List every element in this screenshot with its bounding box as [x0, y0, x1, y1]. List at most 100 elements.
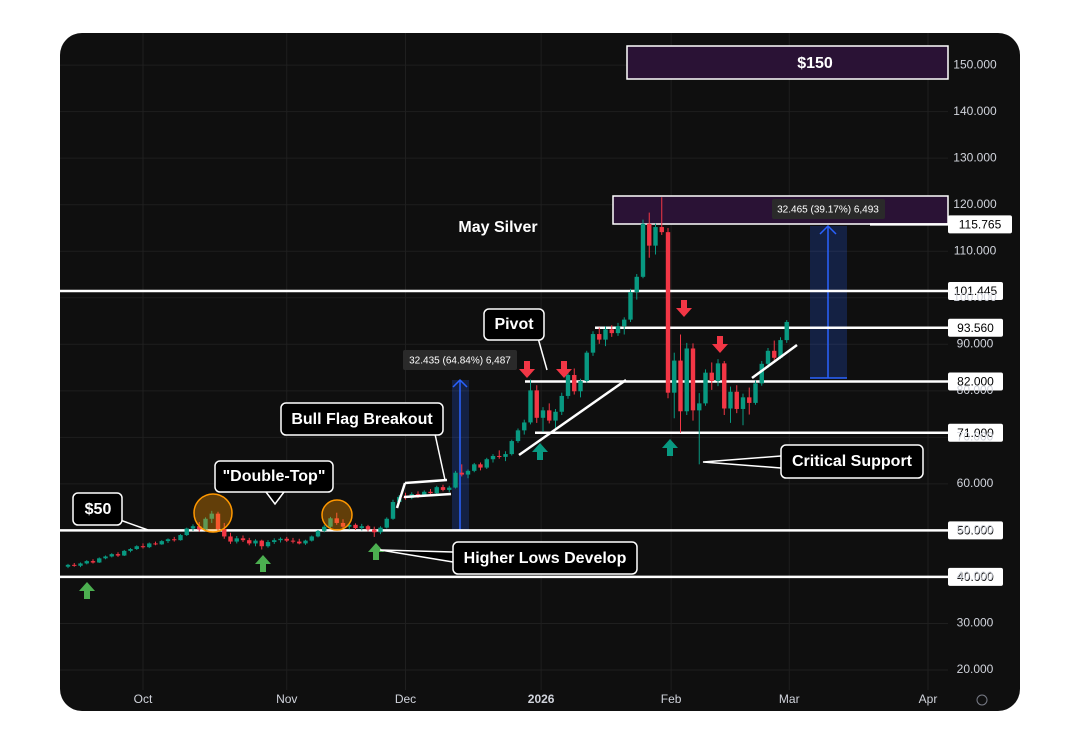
candle-body: [90, 561, 96, 563]
candle-body: [190, 526, 196, 529]
candles: [65, 197, 789, 569]
annotation: "Double-Top": [223, 468, 326, 485]
x-tick-label: 2026: [528, 692, 555, 706]
level-label-box: [948, 521, 1003, 540]
candle-body: [103, 556, 108, 559]
candle-body: [447, 487, 452, 490]
candle-body: [734, 391, 739, 409]
candle-body: [109, 554, 114, 557]
annotation: Critical Support: [792, 453, 913, 470]
x-tick-label: Apr: [919, 692, 938, 706]
candle-body: [478, 464, 483, 468]
candle-body: [234, 538, 239, 542]
level-label-box: [948, 423, 1003, 442]
candle-body: [128, 549, 133, 551]
callout-box: [452, 541, 638, 575]
candle-body: [365, 526, 371, 530]
y-tick-label: 60.000: [957, 476, 994, 490]
level-label: 40.000: [957, 570, 994, 584]
highlight-circle: [321, 499, 353, 531]
candle-body: [490, 455, 496, 460]
candle-body: [309, 536, 314, 541]
candle-body: [378, 527, 383, 533]
candle-body: [384, 518, 389, 528]
x-tick-label: Nov: [276, 692, 297, 706]
level-label: 101.445: [954, 284, 998, 298]
candle-body: [528, 390, 533, 423]
pointer: [702, 455, 782, 469]
candle-body: [215, 513, 221, 530]
candle-body: [140, 546, 146, 548]
flag-pole: [395, 482, 407, 509]
candle-body: [278, 538, 283, 541]
flag-line: [404, 478, 448, 485]
candle-body: [122, 550, 127, 556]
candle-body: [647, 223, 652, 246]
candle-body: [665, 232, 671, 393]
measure-label-box: [403, 350, 517, 370]
candle-body: [628, 292, 633, 320]
pointer: [434, 433, 446, 481]
drawings: [193, 343, 798, 533]
candle-body: [159, 541, 164, 545]
y-tick-label: 100.000: [953, 290, 997, 304]
annotation: Higher Lows Develop: [464, 550, 627, 567]
candle-body: [540, 410, 546, 418]
candle-body: [84, 561, 89, 564]
candle-body: [753, 383, 758, 403]
y-tick-label: 40.000: [957, 569, 994, 583]
callouts: [72, 199, 924, 575]
y-tick-label: 70.000: [957, 430, 994, 444]
arrows: [79, 300, 728, 599]
y-tick-label: 130.000: [953, 150, 997, 164]
candle-body: [78, 563, 83, 566]
candle-body: [240, 538, 246, 541]
candle-body: [315, 530, 321, 537]
measure-label: 32.465 (39.17%) 6,493: [777, 205, 879, 216]
settings-icon[interactable]: [976, 694, 988, 706]
candle-body: [572, 374, 577, 392]
candle-body: [353, 524, 358, 529]
y-tick-label: 50.000: [957, 523, 994, 537]
candle-body: [634, 276, 639, 293]
candle-body: [659, 227, 664, 233]
y-tick-label: 20.000: [957, 662, 994, 676]
candle-body: [584, 352, 589, 382]
pointer: [119, 519, 149, 531]
candle-body: [328, 518, 333, 527]
y-tick-label: 110.000: [954, 243, 997, 257]
candle-body: [609, 329, 614, 334]
candle-body: [228, 536, 233, 542]
candle-body: [290, 540, 296, 542]
candle-body: [653, 227, 658, 246]
candle-body: [484, 459, 489, 468]
annotation: Pivot: [494, 316, 534, 333]
candle-body: [359, 526, 364, 529]
candle-body: [622, 319, 627, 327]
trend-line: [518, 378, 627, 457]
candle-body: [115, 554, 121, 556]
candle-body: [459, 472, 464, 475]
candle-body: [253, 540, 258, 544]
candle-body: [640, 223, 646, 277]
measure-arrow: [452, 378, 468, 388]
callout-box: [214, 460, 334, 493]
candle-body: [222, 529, 227, 537]
candle-body: [765, 350, 771, 364]
candle-body: [272, 540, 277, 543]
candle-body: [590, 334, 596, 353]
candle-body: [134, 546, 139, 550]
level-label: 93.560: [957, 321, 994, 335]
candle-body: [440, 487, 446, 490]
candle-body: [515, 430, 521, 442]
candle-body: [722, 363, 727, 409]
x-tick-label: Feb: [661, 692, 682, 706]
candle-body: [740, 397, 746, 409]
measure-label: 32.435 (64.84%) 6,487: [409, 356, 511, 367]
up-arrow: [79, 582, 95, 599]
target-zone: [626, 45, 949, 80]
candle-body: [97, 558, 102, 563]
candle-body: [303, 540, 308, 544]
highlight-circle: [193, 493, 233, 533]
